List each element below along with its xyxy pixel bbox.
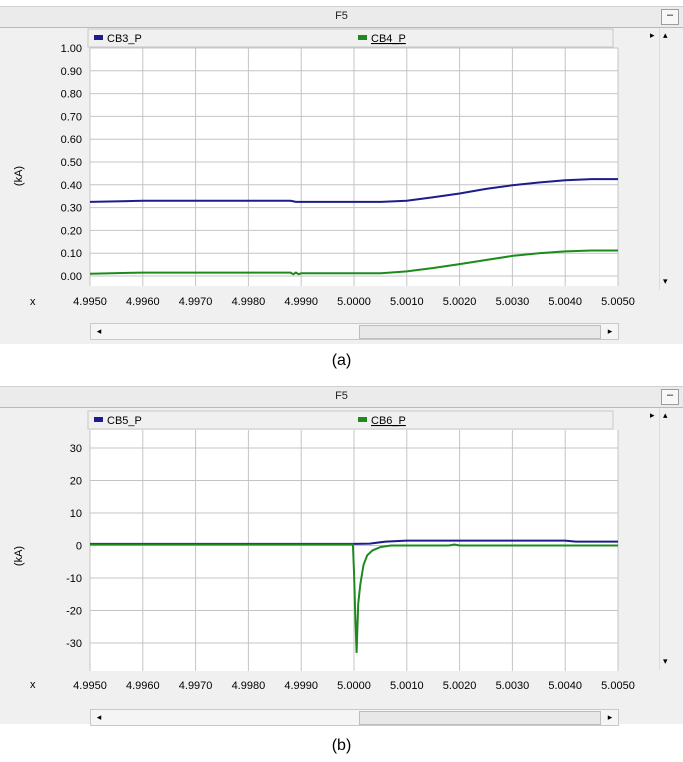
x-tick-label: 5.0010: [390, 680, 424, 692]
chart-a-svg: CB3_P CB4_P 4.9950 4.9960 4.9970 4.9980 4.99…: [13, 28, 635, 308]
scroll-thumb[interactable]: [359, 711, 601, 725]
scroll-up-arrow-icon[interactable]: ▴: [663, 30, 668, 40]
y-tick-label: 0.40: [61, 180, 82, 192]
legend-label: CB4_P: [371, 33, 406, 45]
x-tick-label: 5.0030: [496, 296, 530, 308]
x-tick-label: 4.9990: [284, 680, 318, 692]
scroll-left-arrow-icon[interactable]: ◂: [96, 712, 102, 722]
y-tick-label: 0.20: [61, 225, 82, 237]
x-tick-label: 4.9960: [126, 680, 160, 692]
y-tick-label: 0.80: [61, 89, 82, 101]
y-axis-label: (kA): [13, 546, 25, 566]
legend-swatch-blue: [94, 417, 103, 422]
series-lines: [90, 539, 618, 653]
panel-a-titlebar: F5 –: [0, 6, 683, 28]
scroll-up-arrow-icon[interactable]: ▴: [663, 410, 668, 420]
scroll-down-arrow-icon[interactable]: ▾: [663, 276, 668, 286]
y-tick-label: 0.70: [61, 111, 82, 123]
caption-b: (b): [331, 737, 352, 754]
series-line-cb6_p: [90, 543, 618, 653]
panel-a-title: F5: [335, 10, 348, 22]
chart-panel-a: F5 – CB3_P CB4_P 4.9950 4.9960 4.9970 4.998…: [0, 0, 683, 345]
panel-b-minimize-button[interactable]: –: [661, 389, 679, 405]
y-tick-label: 0.60: [61, 134, 82, 146]
tick-labels: 4.9950 4.9960 4.9970 4.9980 4.9990 5.0000 5.00…: [66, 443, 635, 692]
chart-b-svg: CB5_P CB6_P 4.9950 4.9960 4.9970 4.9980 4.99…: [13, 410, 635, 692]
x-tick-label: 4.9960: [126, 296, 160, 308]
y-tick-label: 0.00: [61, 271, 82, 283]
scroll-left-arrow-icon[interactable]: ◂: [96, 326, 102, 336]
scroll-down-arrow-icon[interactable]: ▾: [663, 656, 668, 666]
tick-labels: 4.9950 4.9960 4.9970 4.9980 4.9990 5.0000 5.00…: [61, 43, 635, 308]
x-tick-label: 5.0000: [337, 296, 371, 308]
legend-swatch-green: [358, 35, 367, 40]
legend-bar: [87, 28, 614, 48]
series-lines: [89, 178, 618, 276]
legend-bar: [87, 410, 614, 430]
caption-a: (a): [331, 352, 352, 369]
panel-a-vertical-scrollbar[interactable]: ▸ ▴ ▾: [650, 28, 674, 290]
y-tick-label: 0.90: [61, 66, 82, 78]
chart-panel-b: F5 – CB5_P CB6_P 4.9950 4.9960 4.9970 4.998…: [0, 386, 683, 731]
x-tick-label: 5.0050: [601, 296, 635, 308]
panel-b-titlebar: F5 –: [0, 386, 683, 408]
y-tick-label: 30: [70, 443, 82, 455]
y-axis-label: (kA): [13, 166, 25, 186]
x-tick-label: 4.9970: [179, 296, 213, 308]
x-tick-label: 4.9970: [179, 680, 213, 692]
panel-b-horizontal-scrollbar[interactable]: ◂ ▸: [90, 709, 619, 726]
x-tick-label: 4.9950: [73, 296, 107, 308]
x-tick-label: 5.0030: [496, 680, 530, 692]
x-tick-label: 5.0040: [548, 296, 582, 308]
scroll-thumb[interactable]: [359, 325, 601, 339]
x-tick-label: 5.0020: [443, 296, 477, 308]
panel-b-vertical-scrollbar[interactable]: ▸ ▴ ▾: [650, 408, 674, 670]
grid-lines: [89, 47, 619, 286]
panel-a-minimize-button[interactable]: –: [661, 9, 679, 25]
series-line-cb4_p: [89, 249, 618, 276]
panel-a-body: CB3_P CB4_P 4.9950 4.9960 4.9970 4.9980 4.99…: [0, 28, 683, 344]
panel-a-horizontal-scrollbar[interactable]: ◂ ▸: [90, 323, 619, 340]
y-tick-label: 0.30: [61, 203, 82, 215]
grid-lines: [89, 430, 619, 671]
panel-b-title: F5: [335, 390, 348, 402]
y-tick-label: 0.10: [61, 248, 82, 260]
x-axis-label: x: [30, 296, 36, 308]
x-tick-label: 5.0050: [601, 680, 635, 692]
scroll-right-arrow-icon[interactable]: ▸: [607, 712, 613, 722]
legend-swatch-blue: [94, 35, 103, 40]
y-tick-label: 0: [76, 541, 82, 553]
legend-label: CB6_P: [371, 415, 406, 427]
scroll-right-arrow-icon[interactable]: ▸: [607, 326, 613, 336]
x-tick-label: 5.0010: [390, 296, 424, 308]
x-axis-label: x: [30, 679, 36, 691]
y-tick-label: -10: [66, 573, 82, 585]
scroll-right-arrow-icon[interactable]: ▸: [650, 30, 655, 40]
x-tick-label: 4.9980: [232, 680, 266, 692]
scroll-right-arrow-icon[interactable]: ▸: [650, 410, 655, 420]
x-tick-label: 4.9990: [284, 296, 318, 308]
y-tick-label: 10: [70, 508, 82, 520]
y-tick-label: -20: [66, 606, 82, 618]
y-tick-label: 1.00: [61, 43, 82, 55]
y-tick-label: 0.50: [61, 157, 82, 169]
x-tick-label: 5.0020: [443, 680, 477, 692]
panel-b-body: CB5_P CB6_P 4.9950 4.9960 4.9970 4.9980 4.99…: [0, 408, 683, 726]
y-tick-label: -30: [66, 638, 82, 650]
x-tick-label: 5.0040: [548, 680, 582, 692]
x-tick-label: 4.9950: [73, 680, 107, 692]
series-line-cb3_p: [89, 178, 618, 203]
legend-swatch-green: [358, 417, 367, 422]
legend-label: CB3_P: [107, 33, 142, 45]
x-tick-label: 4.9980: [232, 296, 266, 308]
y-tick-label: 20: [70, 476, 82, 488]
legend-label: CB5_P: [107, 415, 142, 427]
x-tick-label: 5.0000: [337, 680, 371, 692]
